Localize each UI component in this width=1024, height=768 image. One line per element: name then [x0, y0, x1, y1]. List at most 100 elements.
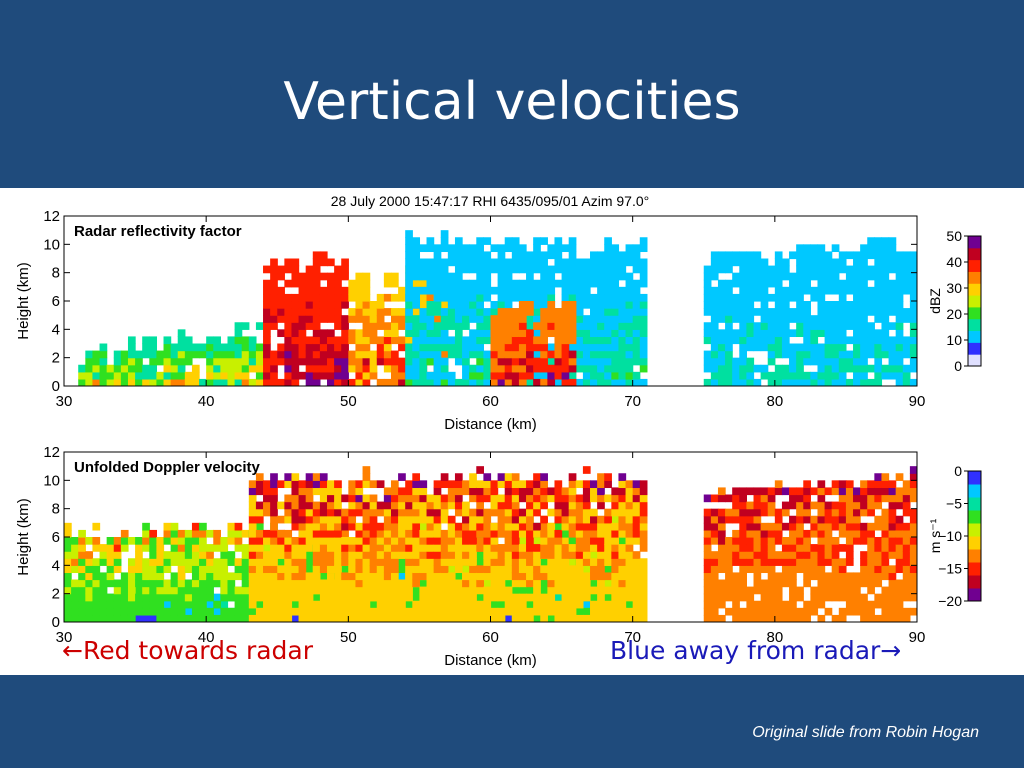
data-cell: [597, 357, 605, 366]
data-cell: [490, 501, 499, 510]
data-cell: [632, 336, 641, 345]
data-cell: [909, 350, 917, 359]
data-cell: [803, 515, 811, 524]
data-cell: [398, 572, 406, 581]
data-cell: [511, 251, 520, 260]
data-cell: [511, 315, 520, 323]
data-cell: [902, 251, 911, 260]
data-cell: [874, 473, 883, 481]
data-cell: [590, 494, 598, 503]
data-cell: [604, 279, 612, 288]
data-cell: [476, 322, 484, 330]
data-cell: [135, 565, 143, 574]
data-cell: [319, 572, 328, 581]
data-cell: [220, 565, 229, 574]
data-cell: [789, 537, 797, 545]
data-cell: [398, 293, 406, 302]
data-cell: [291, 501, 300, 510]
data-cell: [412, 480, 421, 489]
data-cell: [845, 501, 854, 510]
data-cell: [909, 593, 917, 602]
data-cell: [177, 371, 186, 380]
data-cell: [447, 286, 456, 295]
data-cell: [703, 586, 712, 595]
data-cell: [291, 258, 300, 267]
data-cell: [845, 378, 854, 386]
y-axis-label: Height (km): [15, 262, 32, 340]
data-cell: [291, 494, 300, 503]
data-cell: [440, 508, 449, 517]
data-cell: [447, 551, 456, 559]
data-cell: [64, 586, 72, 595]
data-cell: [618, 364, 627, 373]
data-cell: [135, 544, 143, 552]
data-cell: [845, 551, 854, 559]
data-cell: [753, 378, 762, 386]
data-cell: [334, 607, 342, 616]
data-cell: [433, 544, 442, 552]
data-cell: [412, 565, 421, 574]
data-cell: [746, 551, 755, 559]
data-cell: [597, 322, 605, 330]
data-cell: [867, 508, 875, 517]
data-cell: [703, 537, 712, 545]
data-cell: [831, 343, 840, 352]
data-cell: [319, 487, 328, 496]
data-cell: [355, 343, 364, 352]
data-cell: [490, 378, 499, 386]
data-cell: [753, 551, 762, 559]
data-cell: [497, 364, 506, 373]
data-cell: [334, 593, 342, 602]
data-cell: [369, 537, 378, 545]
data-cell: [838, 529, 847, 538]
data-cell: [888, 614, 897, 622]
data-cell: [490, 244, 499, 253]
data-cell: [867, 251, 875, 260]
data-cell: [255, 522, 264, 531]
data-cell: [526, 279, 534, 288]
data-cell: [838, 350, 847, 359]
data-cell: [206, 607, 214, 616]
data-cell: [383, 537, 392, 545]
data-cell: [312, 480, 321, 489]
data-cell: [625, 551, 634, 559]
data-cell: [419, 607, 428, 616]
data-cell: [497, 522, 506, 531]
data-cell: [611, 301, 620, 309]
data-cell: [163, 336, 172, 345]
data-cell: [469, 336, 477, 345]
data-cell: [909, 544, 917, 552]
data-cell: [774, 586, 783, 595]
data-cell: [554, 558, 563, 566]
data-cell: [341, 607, 349, 616]
data-cell: [440, 293, 449, 302]
data-cell: [810, 529, 819, 538]
data-cell: [590, 315, 598, 323]
data-cell: [526, 558, 534, 566]
data-cell: [639, 529, 648, 538]
data-cell: [604, 515, 612, 524]
data-cell: [113, 371, 122, 380]
data-cell: [824, 350, 833, 359]
data-cell: [248, 537, 257, 545]
data-cell: [298, 357, 307, 366]
data-cell: [454, 258, 463, 267]
data-cell: [149, 558, 158, 566]
data-cell: [547, 272, 556, 281]
data-cell: [540, 494, 548, 503]
data-cell: [412, 537, 421, 545]
data-cell: [810, 350, 819, 359]
data-cell: [568, 258, 577, 267]
data-cell: [213, 607, 221, 616]
data-cell: [71, 579, 79, 588]
data-cell: [440, 244, 449, 253]
data-cell: [625, 329, 634, 338]
data-cell: [312, 501, 321, 510]
data-cell: [632, 572, 641, 581]
data-cell: [860, 551, 868, 559]
data-cell: [255, 600, 264, 609]
data-cell: [639, 565, 648, 574]
data-cell: [824, 558, 833, 566]
data-cell: [469, 286, 477, 295]
data-cell: [853, 537, 861, 545]
